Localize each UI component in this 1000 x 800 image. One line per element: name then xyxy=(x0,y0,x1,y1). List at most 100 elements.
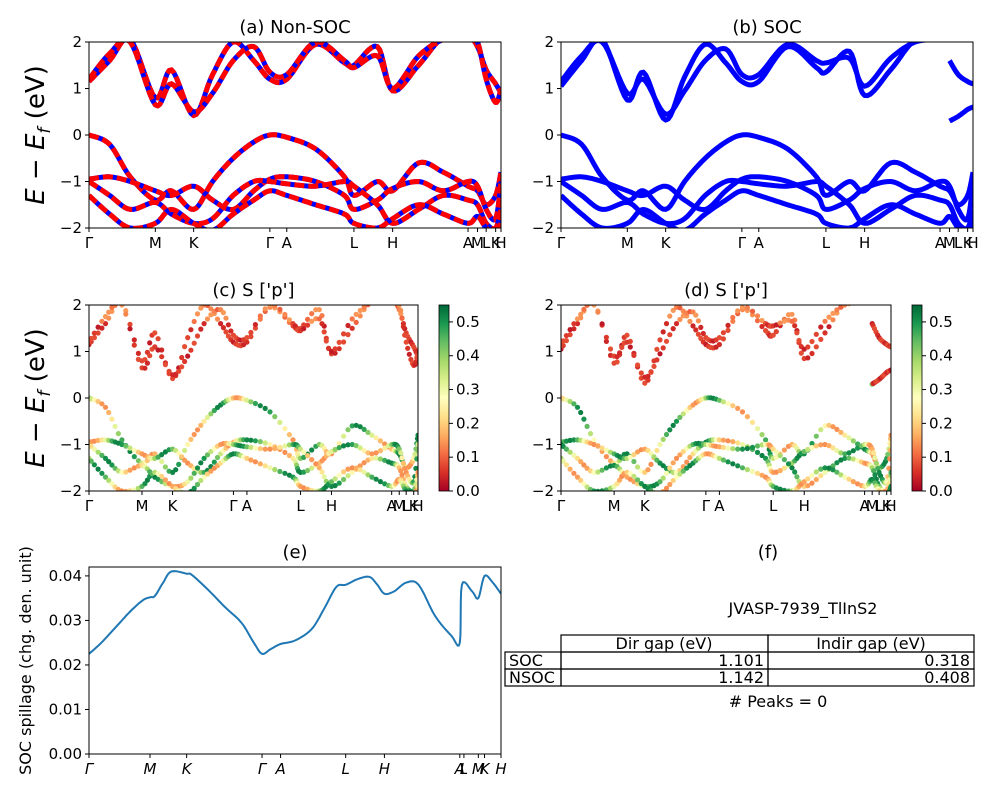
scatter-point xyxy=(680,411,686,417)
scatter-point xyxy=(99,318,105,324)
scatter-point xyxy=(357,467,363,473)
scatter-point xyxy=(415,432,418,438)
table-label-nsoc: NSOC xyxy=(509,668,555,687)
scatter-point xyxy=(809,480,815,486)
x-tick-label: K xyxy=(168,497,179,515)
scatter-point xyxy=(603,338,610,344)
scatter-point xyxy=(402,332,408,338)
panel-f: (f) JVASP-7939_TlInS2 Dir gap (eV) Indir… xyxy=(504,542,975,711)
scatter-point xyxy=(336,472,342,478)
y-tick-label: 2 xyxy=(544,33,554,51)
scatter-point xyxy=(191,318,197,325)
scatter-point xyxy=(716,335,723,341)
scatter-point xyxy=(248,444,254,450)
scatter-point xyxy=(415,441,418,448)
scatter-point xyxy=(332,483,338,489)
y-tick-label: 0 xyxy=(544,126,554,144)
scatter-point xyxy=(887,456,891,462)
scatter-point xyxy=(773,485,779,491)
x-tick-label: M xyxy=(471,234,484,252)
scatter-point xyxy=(309,311,315,317)
y-tick-label: 0.03 xyxy=(49,611,82,629)
scatter-points xyxy=(561,305,891,491)
scatter-point xyxy=(720,457,727,463)
scatter-point xyxy=(185,335,191,341)
scatter-point xyxy=(162,362,168,368)
scatter-point xyxy=(850,456,856,462)
scatter-point xyxy=(770,332,776,338)
scatter-point xyxy=(144,360,150,366)
x-tick-label: L xyxy=(875,497,884,515)
scatter-point xyxy=(754,449,761,455)
x-tick-label: L xyxy=(402,497,411,515)
scatter-point xyxy=(377,438,383,444)
scatter-point xyxy=(252,445,258,451)
x-tick-label: M xyxy=(393,497,406,515)
scatter-point xyxy=(651,454,657,460)
scatter-point xyxy=(834,469,840,475)
scatter-point xyxy=(794,474,800,480)
x-tick-label: Γ xyxy=(85,497,94,515)
scatter-point xyxy=(677,471,683,477)
scatter-point xyxy=(826,465,832,471)
scatter-point xyxy=(115,431,121,437)
scatter-point xyxy=(599,445,605,451)
scatter-point xyxy=(373,435,379,441)
scatter-point xyxy=(725,327,731,333)
scatter-point xyxy=(211,459,217,465)
y-tick-label: 1 xyxy=(544,80,554,98)
scatter-point xyxy=(198,477,204,484)
scatter-points xyxy=(89,305,418,491)
scatter-point xyxy=(188,327,194,333)
scatter-point xyxy=(252,325,258,331)
scatter-point xyxy=(581,416,587,422)
scatter-point xyxy=(635,362,641,368)
scatter-point xyxy=(102,314,109,320)
x-tick-label: A xyxy=(454,760,465,778)
scatter-point xyxy=(162,464,168,470)
colorbar-tick-label: 0.4 xyxy=(929,347,953,365)
scatter-point xyxy=(670,477,676,484)
peaks-label: # Peaks = 0 xyxy=(729,692,828,711)
scatter-point xyxy=(305,316,311,322)
scatter-point xyxy=(282,443,288,449)
scatter-point xyxy=(252,322,258,328)
scatter-point xyxy=(341,331,347,337)
y-tick-label: 0.00 xyxy=(49,745,82,763)
scatter-point xyxy=(730,461,736,467)
scatter-point xyxy=(627,344,633,350)
scatter-point xyxy=(830,445,836,451)
scatter-point xyxy=(563,333,570,339)
x-tick-label: K xyxy=(640,497,651,515)
scatter-point xyxy=(357,307,363,314)
scatter-point xyxy=(369,432,375,438)
scatter-point xyxy=(773,454,779,460)
colorbar-tick-label: 0.5 xyxy=(929,313,953,331)
scatter-point xyxy=(809,440,815,447)
scatter-point xyxy=(680,468,686,474)
scatter-point xyxy=(698,324,704,330)
scatter-point xyxy=(398,468,404,474)
scatter-point xyxy=(357,463,363,469)
scatter-point xyxy=(781,447,788,453)
scatter-point xyxy=(617,350,623,356)
scatter-point xyxy=(159,347,165,353)
scatter-point xyxy=(627,470,633,477)
scatter-point xyxy=(377,448,383,454)
scatter-point xyxy=(402,465,408,471)
scatter-point xyxy=(123,311,129,317)
scatter-point xyxy=(687,318,693,324)
scatter-point xyxy=(667,313,673,319)
scatter-point xyxy=(648,369,654,375)
y-tick-label: 0 xyxy=(72,126,82,144)
x-tick-label: H xyxy=(379,760,390,778)
scatter-point xyxy=(159,473,165,479)
scatter-point xyxy=(272,305,278,309)
scatter-point xyxy=(834,426,840,432)
band-line-soc xyxy=(561,42,917,123)
scatter-point xyxy=(95,330,101,336)
y-tick-label: 0.04 xyxy=(49,567,82,585)
